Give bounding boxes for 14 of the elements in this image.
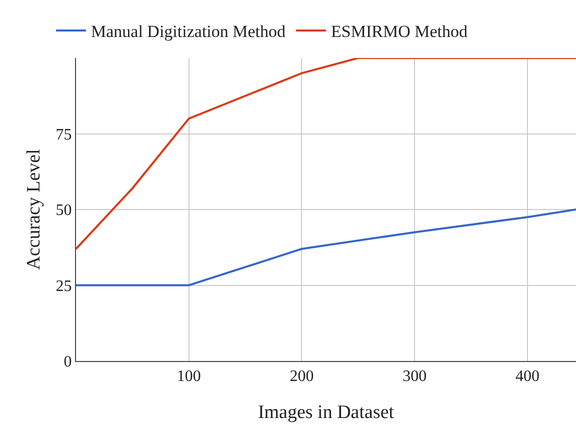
legend-label: ESMIRMO Method [331, 22, 468, 42]
y-tick-label: 50 [56, 202, 72, 220]
legend-label: Manual Digitization Method [91, 22, 286, 42]
y-axis-title: Accuracy Level [24, 149, 45, 270]
line-series [76, 58, 576, 250]
x-tick-label: 200 [290, 368, 314, 386]
y-tick-label: 25 [56, 278, 72, 295]
line-series [76, 208, 576, 286]
x-tick-label: 300 [402, 368, 427, 386]
y-tick-label: 0 [64, 354, 72, 371]
x-tick-label: 100 [176, 368, 201, 386]
x-tick-label: 400 [515, 368, 540, 386]
y-tick-label: 75 [56, 126, 72, 144]
x-axis-title: Images in Dataset [258, 402, 395, 423]
